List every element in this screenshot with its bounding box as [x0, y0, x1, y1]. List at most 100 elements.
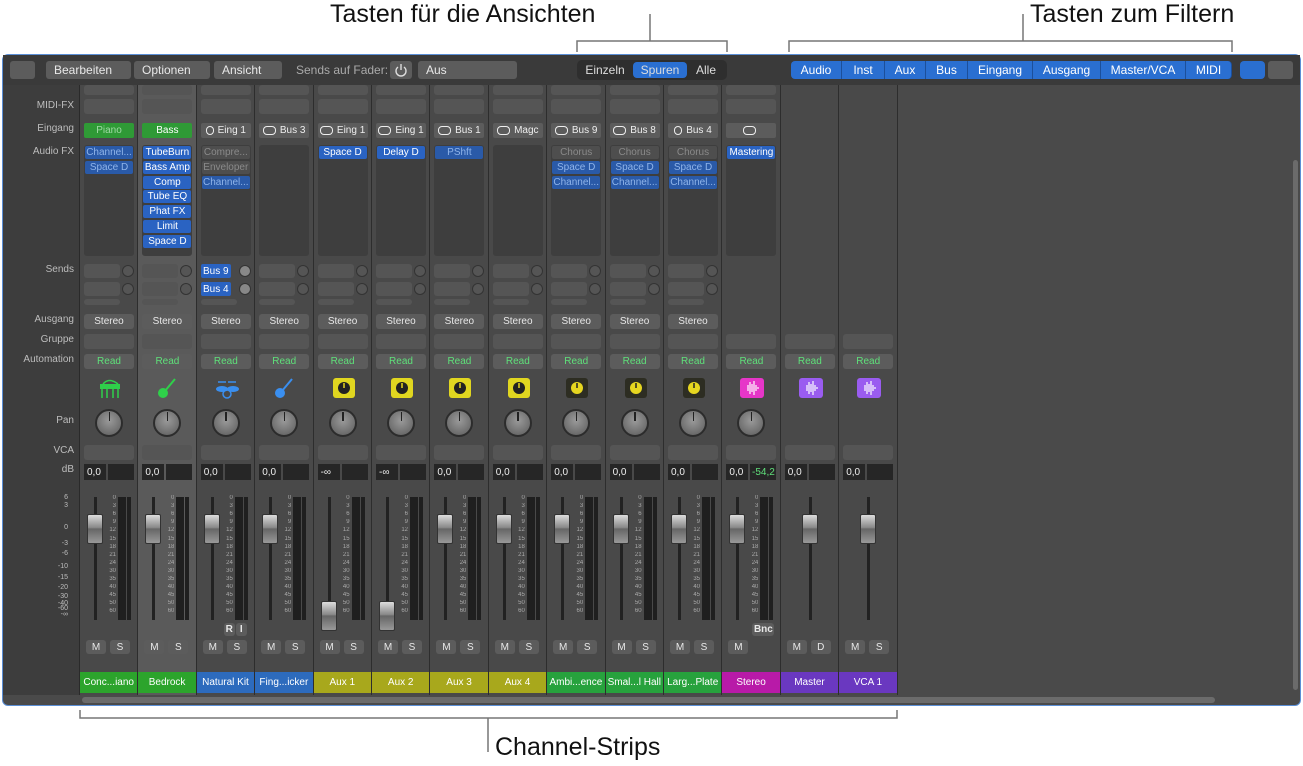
- automation-button[interactable]: Read: [84, 354, 134, 369]
- strip-button[interactable]: M: [144, 640, 165, 654]
- fader-cap[interactable]: [612, 514, 629, 544]
- fader-cap[interactable]: [437, 514, 454, 544]
- strip-button[interactable]: M: [86, 640, 106, 654]
- fx-slot[interactable]: Space D: [318, 146, 367, 159]
- fx-slot[interactable]: Space D: [143, 234, 192, 248]
- strip-button[interactable]: M: [611, 640, 632, 654]
- channel-name[interactable]: Stereo: [722, 672, 780, 693]
- channel-name[interactable]: Ambi...ence: [547, 672, 605, 693]
- strip-button[interactable]: S: [869, 640, 890, 654]
- strip-button[interactable]: M: [202, 640, 223, 654]
- input-button[interactable]: Bus 9: [551, 123, 602, 138]
- strip-button[interactable]: S: [694, 640, 714, 654]
- output-button[interactable]: Stereo: [609, 314, 660, 329]
- channel-name[interactable]: Aux 1: [313, 672, 371, 693]
- extra-button[interactable]: I: [235, 623, 247, 636]
- automation-button[interactable]: Read: [200, 354, 251, 369]
- strip-button[interactable]: S: [168, 640, 189, 654]
- strip-button[interactable]: M: [728, 640, 749, 654]
- strip-button[interactable]: M: [553, 640, 574, 654]
- automation-button[interactable]: Read: [668, 354, 718, 369]
- filter-button[interactable]: Audio: [791, 61, 842, 79]
- channel-name[interactable]: Larg...Plate: [664, 672, 722, 693]
- input-button[interactable]: Bus 3: [259, 123, 310, 138]
- strip-button[interactable]: S: [402, 640, 422, 654]
- fx-slot[interactable]: Tube EQ: [143, 190, 192, 204]
- filter-button[interactable]: Ausgang: [1033, 61, 1101, 79]
- menu-button[interactable]: Bearbeiten: [46, 61, 131, 79]
- pan-knob[interactable]: [95, 409, 123, 437]
- strip-button[interactable]: S: [110, 640, 130, 654]
- strip-button[interactable]: S: [577, 640, 598, 654]
- channel-name[interactable]: Smal...l Hall: [605, 672, 663, 693]
- fx-slot[interactable]: PShft: [435, 146, 484, 159]
- automation-button[interactable]: Read: [142, 354, 193, 369]
- channel-name[interactable]: Master: [780, 672, 839, 693]
- channel-name[interactable]: Aux 4: [488, 672, 547, 693]
- extra-button[interactable]: Bnc: [752, 623, 775, 636]
- output-button[interactable]: Stereo: [551, 314, 602, 329]
- automation-button[interactable]: Read: [609, 354, 660, 369]
- automation-button[interactable]: Read: [434, 354, 485, 369]
- automation-button[interactable]: Read: [376, 354, 426, 369]
- automation-button[interactable]: Read: [492, 354, 543, 369]
- strip-button[interactable]: S: [635, 640, 656, 654]
- input-button[interactable]: Magc: [492, 123, 543, 138]
- fader-cap[interactable]: [495, 514, 512, 544]
- view-button[interactable]: Alle: [695, 63, 716, 77]
- strip-button[interactable]: M: [845, 640, 866, 654]
- fader-cap[interactable]: [671, 514, 687, 544]
- fx-slot[interactable]: Space D: [610, 160, 659, 174]
- automation-button[interactable]: Read: [843, 354, 894, 369]
- fx-slot[interactable]: Space D: [552, 160, 601, 174]
- output-button[interactable]: Stereo: [668, 314, 718, 329]
- fader-cap[interactable]: [801, 514, 818, 544]
- v-scrollbar[interactable]: [1293, 160, 1298, 690]
- pan-knob[interactable]: [737, 409, 766, 437]
- menu-button[interactable]: Ansicht: [214, 61, 282, 79]
- fx-slot[interactable]: Chorus: [552, 146, 601, 159]
- channel-name[interactable]: Aux 3: [430, 672, 488, 693]
- automation-button[interactable]: Read: [317, 354, 368, 369]
- h-scrollbar[interactable]: [82, 697, 1215, 703]
- fx-slot[interactable]: Mastering: [727, 146, 776, 159]
- fader-cap[interactable]: [262, 514, 279, 544]
- channel-name[interactable]: VCA 1: [839, 672, 897, 693]
- extra-button[interactable]: R: [223, 623, 235, 636]
- output-button[interactable]: Stereo: [434, 314, 485, 329]
- output-button[interactable]: Stereo: [317, 314, 368, 329]
- filter-button[interactable]: Inst: [842, 61, 885, 79]
- strip-button[interactable]: M: [494, 640, 515, 654]
- channel-name[interactable]: Aux 2: [372, 672, 430, 693]
- view-button[interactable]: Spuren: [633, 62, 687, 78]
- output-button[interactable]: Stereo: [200, 314, 251, 329]
- view-button[interactable]: Einzeln: [585, 63, 625, 77]
- channel-name[interactable]: Conc...iano: [80, 672, 138, 693]
- fx-slot[interactable]: Bass Amp: [143, 160, 192, 174]
- strip-button[interactable]: S: [343, 640, 364, 654]
- input-button[interactable]: Bass: [142, 123, 193, 138]
- fx-slot[interactable]: Chorus: [669, 146, 717, 159]
- input-button[interactable]: Eing 1: [376, 123, 426, 138]
- input-button[interactable]: Bus 8: [609, 123, 660, 138]
- strip-button[interactable]: M: [378, 640, 398, 654]
- automation-button[interactable]: Read: [726, 354, 777, 369]
- filter-button[interactable]: Eingang: [968, 61, 1033, 79]
- fx-slot[interactable]: Channel...: [201, 175, 250, 189]
- fader-cap[interactable]: [203, 514, 220, 544]
- output-button[interactable]: Stereo: [376, 314, 426, 329]
- filter-button[interactable]: Bus: [926, 61, 968, 79]
- fx-slot[interactable]: Channel...: [552, 175, 601, 189]
- output-button[interactable]: Stereo: [492, 314, 543, 329]
- fader-cap[interactable]: [145, 514, 162, 544]
- output-button[interactable]: Stereo: [84, 314, 134, 329]
- back-button[interactable]: [10, 61, 35, 79]
- fader-cap[interactable]: [729, 514, 746, 544]
- input-button[interactable]: Eing 1: [200, 123, 251, 138]
- strip-button[interactable]: M: [436, 640, 457, 654]
- fx-slot[interactable]: Chorus: [610, 146, 659, 159]
- input-button[interactable]: Bus 4: [668, 123, 718, 138]
- input-button[interactable]: [726, 123, 777, 138]
- input-button[interactable]: Bus 1: [434, 123, 485, 138]
- layout-button[interactable]: [1268, 61, 1293, 79]
